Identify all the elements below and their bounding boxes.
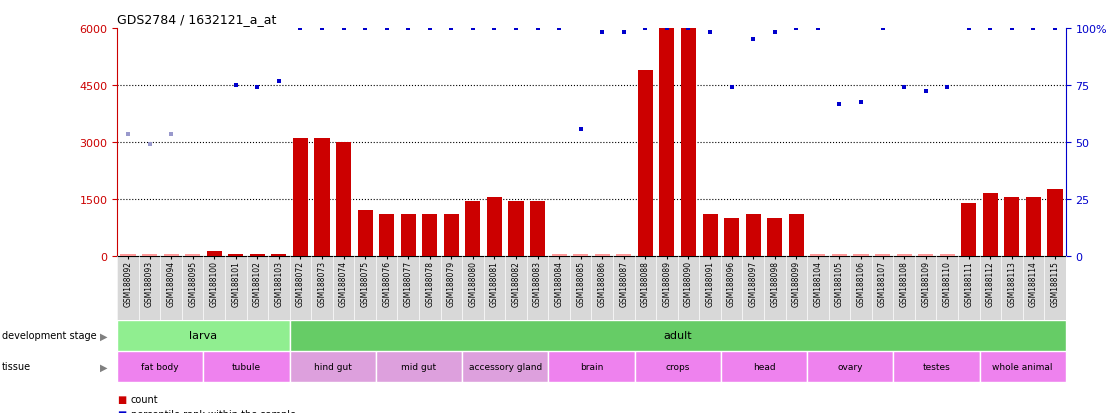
Bar: [336, 142, 352, 256]
Bar: [271, 254, 287, 256]
Bar: [465, 201, 481, 256]
Bar: [1004, 197, 1019, 256]
Text: tubule: tubule: [232, 362, 261, 371]
Text: mid gut: mid gut: [402, 362, 436, 371]
Bar: [292, 139, 308, 256]
Bar: [595, 254, 609, 256]
Bar: [203, 351, 290, 382]
Bar: [789, 214, 804, 256]
Bar: [918, 254, 933, 256]
Text: brain: brain: [580, 362, 603, 371]
Bar: [164, 254, 179, 256]
Text: ovary: ovary: [837, 362, 863, 371]
Bar: [807, 351, 893, 382]
Text: tissue: tissue: [2, 361, 31, 372]
Bar: [487, 197, 502, 256]
Text: GDS2784 / 1632121_a_at: GDS2784 / 1632121_a_at: [117, 13, 277, 26]
Bar: [635, 351, 721, 382]
Bar: [548, 351, 635, 382]
Text: count: count: [131, 394, 158, 404]
Text: ■: ■: [117, 394, 126, 404]
Text: development stage: development stage: [2, 330, 97, 341]
Bar: [462, 351, 548, 382]
Text: accessory gland: accessory gland: [469, 362, 542, 371]
Bar: [574, 254, 588, 256]
Bar: [250, 254, 264, 256]
Bar: [893, 351, 980, 382]
Bar: [831, 254, 847, 256]
Bar: [121, 254, 135, 256]
Bar: [940, 254, 955, 256]
Bar: [290, 320, 1066, 351]
Bar: [810, 254, 826, 256]
Bar: [376, 351, 462, 382]
Bar: [767, 218, 782, 256]
Text: ▶: ▶: [100, 361, 107, 372]
Text: adult: adult: [663, 330, 692, 341]
Bar: [117, 351, 203, 382]
Bar: [509, 201, 523, 256]
Bar: [1026, 197, 1041, 256]
Text: ■: ■: [117, 409, 126, 413]
Bar: [983, 194, 998, 256]
Text: whole animal: whole animal: [992, 362, 1052, 371]
Bar: [315, 139, 329, 256]
Bar: [185, 254, 200, 256]
Bar: [228, 254, 243, 256]
Text: percentile rank within the sample: percentile rank within the sample: [131, 409, 296, 413]
Bar: [117, 320, 290, 351]
Bar: [875, 254, 891, 256]
Text: larva: larva: [190, 330, 218, 341]
Bar: [745, 214, 761, 256]
Bar: [142, 254, 157, 256]
Text: hind gut: hind gut: [314, 362, 352, 371]
Bar: [724, 218, 739, 256]
Bar: [638, 71, 653, 256]
Text: crops: crops: [665, 362, 690, 371]
Bar: [401, 214, 416, 256]
Bar: [961, 203, 976, 256]
Text: fat body: fat body: [142, 362, 179, 371]
Bar: [379, 214, 394, 256]
Bar: [721, 351, 807, 382]
Bar: [357, 211, 373, 256]
Bar: [854, 254, 868, 256]
Text: testes: testes: [923, 362, 951, 371]
Text: head: head: [752, 362, 776, 371]
Bar: [616, 254, 632, 256]
Bar: [896, 254, 912, 256]
Bar: [702, 214, 718, 256]
Bar: [206, 251, 222, 256]
Bar: [660, 29, 674, 256]
Bar: [290, 351, 376, 382]
Bar: [422, 214, 437, 256]
Bar: [681, 29, 696, 256]
Bar: [980, 351, 1066, 382]
Text: ▶: ▶: [100, 330, 107, 341]
Bar: [1048, 190, 1062, 256]
Bar: [444, 214, 459, 256]
Bar: [551, 254, 567, 256]
Bar: [530, 201, 545, 256]
